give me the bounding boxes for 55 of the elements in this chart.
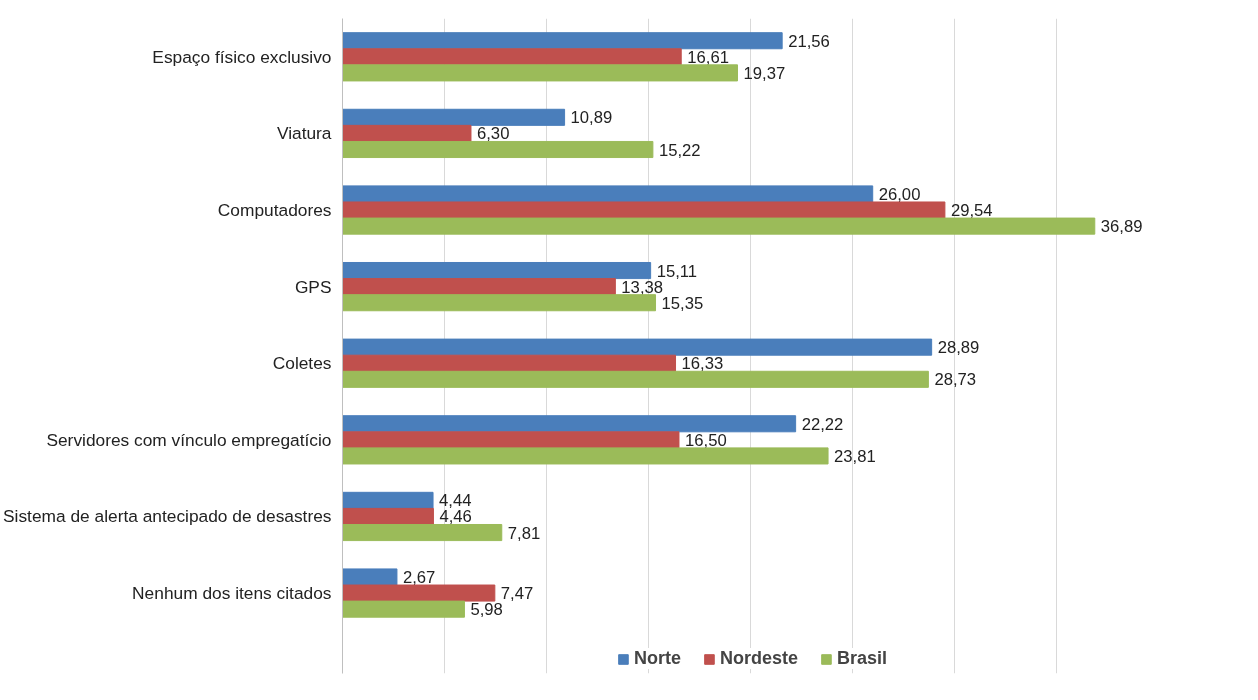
data-label: 16,61 <box>687 47 729 67</box>
data-label: 5,98 <box>470 600 503 620</box>
data-label: 16,33 <box>681 354 724 374</box>
bar <box>342 32 783 50</box>
data-label: 23,81 <box>834 446 876 466</box>
y-tick-label: Nenhum dos itens citados <box>132 583 332 604</box>
bar <box>342 262 652 280</box>
y-tick-label: Computadores <box>217 200 332 221</box>
bar <box>342 294 657 312</box>
y-tick-label: Viatura <box>276 123 332 144</box>
bar <box>342 48 682 66</box>
bar <box>342 217 1096 235</box>
data-label: 10,89 <box>570 108 613 128</box>
legend-label: Brasil <box>837 648 888 669</box>
bar <box>342 524 503 542</box>
data-label: 15,35 <box>661 293 704 313</box>
bar <box>342 354 677 372</box>
bar <box>342 431 680 449</box>
data-label: 19,37 <box>743 63 786 83</box>
data-label: 15,22 <box>658 140 701 160</box>
bar <box>342 140 654 159</box>
bar <box>342 370 929 388</box>
bar <box>342 447 829 465</box>
data-label: 36,89 <box>1100 217 1143 237</box>
bar <box>342 185 874 203</box>
data-label: 2,67 <box>402 567 436 587</box>
bar <box>342 491 434 509</box>
bar <box>342 278 616 296</box>
bar <box>342 415 797 433</box>
legend-label: Norte <box>633 648 681 669</box>
y-tick-label: Servidores com vínculo empregatício <box>46 429 332 450</box>
legend-label: Nordeste <box>719 648 799 669</box>
data-label: 7,81 <box>507 523 541 543</box>
bar <box>342 108 566 126</box>
bar <box>342 568 398 586</box>
bar <box>342 600 465 618</box>
bar <box>342 584 496 602</box>
data-label: 22,22 <box>801 414 844 434</box>
data-label: 28,89 <box>937 338 980 358</box>
data-label: 21,56 <box>788 31 830 51</box>
y-tick-label: GPS <box>294 276 332 297</box>
data-label: 26,00 <box>878 184 921 204</box>
bar <box>342 64 739 82</box>
y-tick-label: Coletes <box>272 353 332 374</box>
data-label: 7,47 <box>500 584 534 604</box>
bar <box>342 201 946 219</box>
bar <box>342 507 434 525</box>
y-tick-label: Sistema de alerta antecipado de desastres <box>3 506 332 527</box>
y-tick-label: Espaço físico exclusivo <box>152 46 332 67</box>
bar <box>342 124 472 142</box>
bar <box>342 338 933 356</box>
data-label: 28,73 <box>934 370 977 390</box>
data-label: 6,30 <box>476 124 510 144</box>
data-label: 29,54 <box>950 201 993 221</box>
data-label: 16,50 <box>684 430 727 450</box>
